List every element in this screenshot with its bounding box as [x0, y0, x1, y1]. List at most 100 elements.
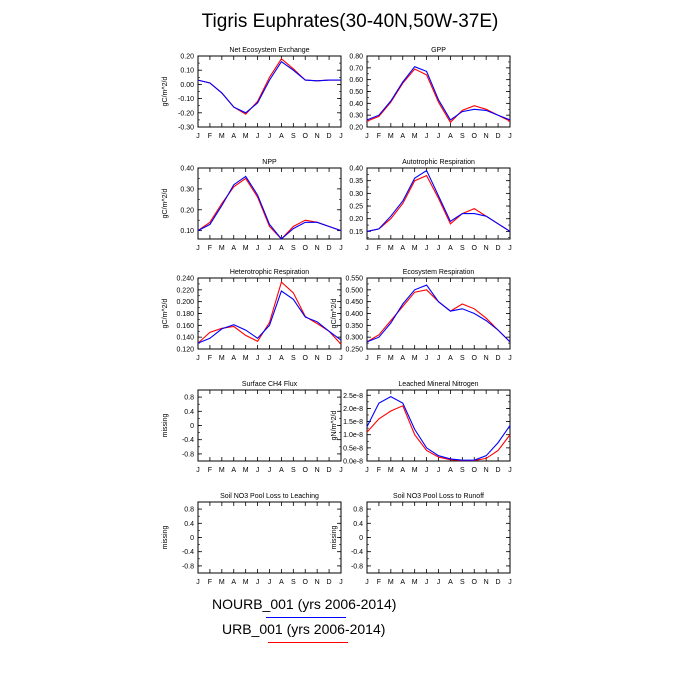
y-tick-label: 0	[359, 535, 363, 542]
x-tick-label: M	[412, 133, 418, 140]
y-tick-label: 0.180	[176, 311, 194, 318]
x-tick-label: S	[460, 133, 465, 140]
y-tick-label: 0.300	[345, 335, 363, 342]
x-tick-label: O	[472, 579, 478, 586]
x-tick-label: J	[508, 467, 512, 474]
y-tick-label: 0.160	[176, 323, 194, 330]
x-tick-label: J	[437, 579, 441, 586]
x-tick-label: A	[448, 467, 453, 474]
x-tick-label: A	[279, 355, 284, 362]
x-tick-label: D	[496, 579, 501, 586]
x-tick-label: D	[496, 355, 501, 362]
x-tick-label: J	[365, 355, 369, 362]
series-line	[197, 57, 341, 115]
y-tick-label: -0.4	[351, 549, 363, 556]
plot-frame	[197, 501, 342, 574]
y-tick-label: -0.8	[182, 563, 194, 570]
x-tick-label: D	[496, 245, 501, 252]
y-tick-label: 0.70	[349, 65, 363, 72]
chart-title: Heterotrophic Respiration	[230, 269, 309, 276]
x-tick-label: J	[425, 355, 429, 362]
y-tick-label: 0.00	[180, 82, 194, 89]
x-tick-label: F	[208, 355, 212, 362]
x-tick-label: M	[388, 579, 394, 586]
chart-title: Net Ecosystem Exchange	[229, 47, 309, 54]
legend-label-urb: URB_001 (yrs 2006-2014)	[222, 621, 386, 637]
legend-line-nourb	[266, 617, 346, 618]
x-tick-label: A	[448, 245, 453, 252]
y-tick-label: -0.20	[178, 110, 194, 117]
x-tick-label: O	[472, 355, 478, 362]
y-tick-label: 0.40	[349, 101, 363, 108]
y-axis-label: gC/m^2/d	[162, 299, 169, 329]
x-tick-label: M	[412, 579, 418, 586]
y-axis-label: gC/m^2/d	[162, 189, 169, 219]
y-tick-label: 0	[190, 535, 194, 542]
x-tick-label: N	[315, 355, 320, 362]
y-tick-label: 0.8	[353, 507, 363, 514]
plot-frame	[366, 501, 511, 574]
plot-frame	[366, 167, 511, 240]
x-tick-label: M	[388, 245, 394, 252]
x-tick-label: J	[437, 245, 441, 252]
plot-frame	[197, 389, 342, 462]
x-tick-label: A	[231, 355, 236, 362]
x-tick-label: J	[365, 579, 369, 586]
x-tick-label: F	[377, 245, 381, 252]
page-title: Tigris Euphrates(30-40N,50W-37E)	[201, 11, 499, 32]
y-tick-label: 0.10	[180, 68, 194, 75]
series-line	[366, 405, 511, 462]
x-tick-label: N	[484, 467, 489, 474]
x-tick-label: S	[460, 355, 465, 362]
series-line	[197, 281, 342, 345]
y-tick-label: 0.30	[180, 186, 194, 193]
x-tick-label: N	[315, 133, 320, 140]
x-tick-label: J	[256, 467, 260, 474]
y-tick-label: 0.240	[176, 276, 194, 283]
x-tick-label: A	[279, 245, 284, 252]
x-tick-label: N	[484, 133, 489, 140]
y-tick-label: 0.350	[345, 323, 363, 330]
y-tick-label: 0.200	[176, 299, 194, 306]
chart-title: GPP	[431, 47, 446, 54]
y-tick-label: 1.0e-8	[343, 432, 363, 439]
x-tick-label: A	[400, 245, 405, 252]
x-tick-label: S	[291, 355, 296, 362]
x-tick-label: S	[291, 133, 296, 140]
x-tick-label: J	[425, 133, 429, 140]
x-tick-label: J	[196, 355, 200, 362]
x-tick-label: J	[196, 133, 200, 140]
x-tick-label: M	[412, 355, 418, 362]
x-tick-label: M	[243, 467, 249, 474]
y-tick-label: 0.450	[345, 299, 363, 306]
y-tick-label: 0	[190, 423, 194, 430]
y-tick-label: 0.20	[349, 216, 363, 223]
x-tick-label: M	[412, 245, 418, 252]
y-tick-label: -0.30	[178, 125, 194, 132]
x-tick-label: O	[303, 245, 309, 252]
x-tick-label: J	[256, 133, 260, 140]
x-tick-label: D	[327, 579, 332, 586]
x-tick-label: M	[412, 467, 418, 474]
x-tick-label: N	[484, 355, 489, 362]
y-tick-label: 0.550	[345, 276, 363, 283]
x-tick-label: J	[339, 133, 343, 140]
legend-label-nourb: NOURB_001 (yrs 2006-2014)	[212, 596, 397, 612]
x-tick-label: J	[256, 355, 260, 362]
chart-title: Autotrophic Respiration	[402, 159, 475, 166]
series-line	[366, 395, 511, 461]
x-tick-label: D	[327, 467, 332, 474]
series-line	[197, 60, 341, 114]
x-tick-label: S	[460, 245, 465, 252]
x-tick-label: J	[365, 245, 369, 252]
legend-line-urb	[268, 642, 348, 643]
x-tick-label: D	[496, 467, 501, 474]
x-tick-label: D	[327, 133, 332, 140]
x-tick-label: O	[303, 355, 309, 362]
x-tick-label: J	[268, 579, 272, 586]
y-tick-label: 0.30	[349, 191, 363, 198]
x-tick-label: A	[400, 579, 405, 586]
